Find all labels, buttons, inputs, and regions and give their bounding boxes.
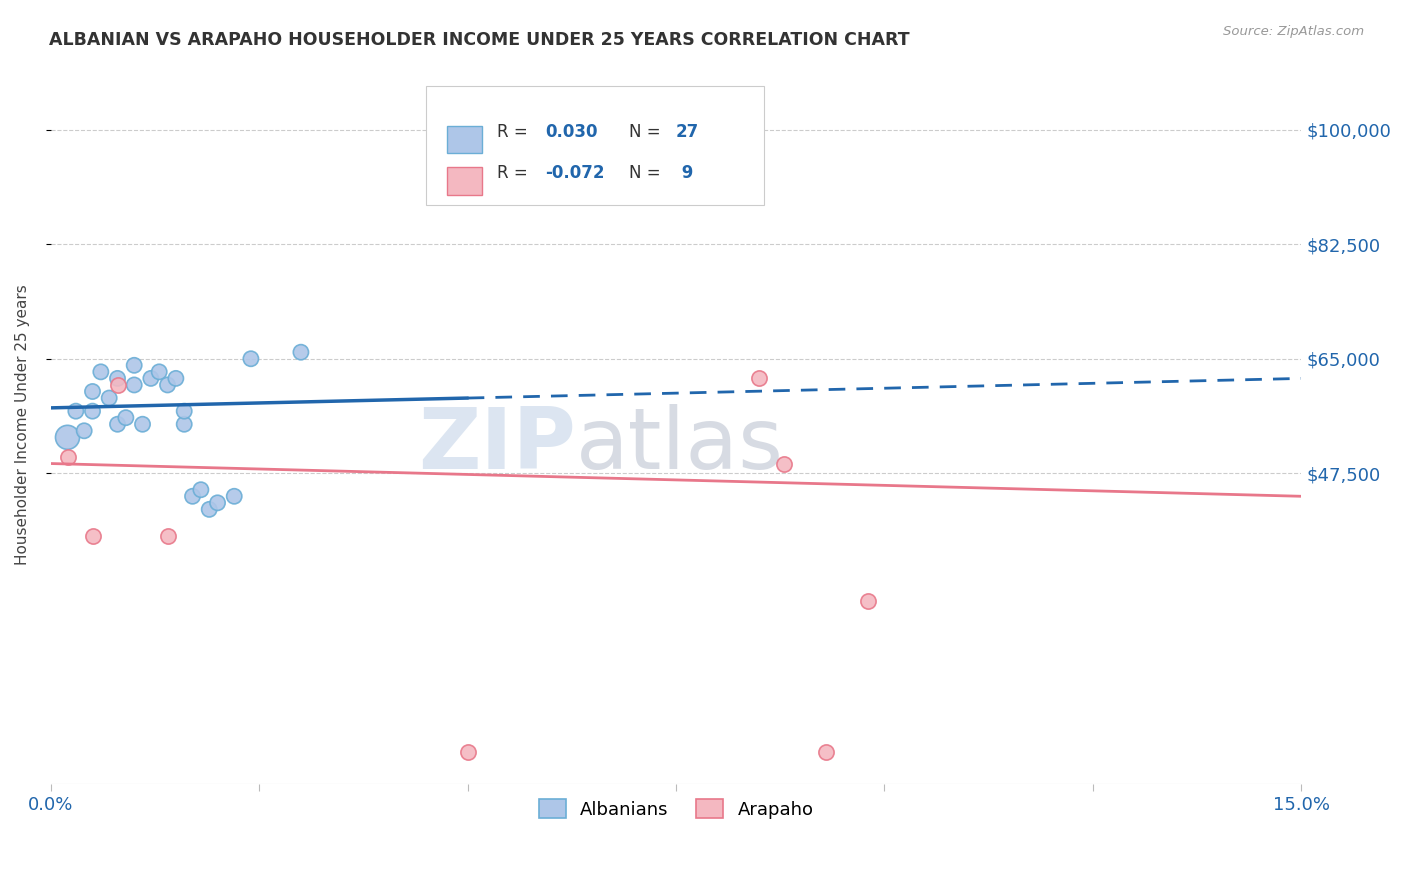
Point: [82, 384, 104, 399]
Point: [90, 365, 112, 379]
Point: [107, 371, 129, 385]
Text: -0.072: -0.072: [544, 164, 605, 182]
Point: [98, 391, 121, 405]
Point: [773, 457, 796, 471]
FancyBboxPatch shape: [426, 86, 763, 204]
Point: [107, 378, 129, 392]
Point: [432, 175, 454, 189]
Point: [115, 410, 138, 425]
Point: [181, 489, 204, 503]
Point: [156, 528, 179, 542]
Text: R =: R =: [498, 164, 533, 182]
Text: ZIP: ZIP: [418, 404, 576, 487]
Point: [82, 404, 104, 418]
Point: [156, 378, 179, 392]
Point: [82, 528, 104, 542]
Point: [73, 424, 96, 438]
Text: Source: ZipAtlas.com: Source: ZipAtlas.com: [1223, 25, 1364, 38]
Point: [748, 371, 770, 385]
Text: ALBANIAN VS ARAPAHO HOUSEHOLDER INCOME UNDER 25 YEARS CORRELATION CHART: ALBANIAN VS ARAPAHO HOUSEHOLDER INCOME U…: [49, 31, 910, 49]
Text: N =: N =: [628, 123, 665, 141]
Point: [290, 345, 312, 359]
Point: [457, 745, 479, 759]
Point: [148, 365, 170, 379]
Point: [207, 496, 229, 510]
Point: [173, 417, 195, 432]
Point: [131, 417, 153, 432]
Text: N =: N =: [628, 164, 665, 182]
Text: R =: R =: [498, 123, 533, 141]
FancyBboxPatch shape: [447, 126, 482, 153]
Point: [239, 351, 262, 366]
Text: 27: 27: [676, 123, 699, 141]
Point: [173, 404, 195, 418]
Point: [190, 483, 212, 497]
Point: [56, 430, 79, 444]
Point: [198, 502, 221, 516]
Point: [139, 371, 162, 385]
Point: [122, 359, 145, 373]
Text: atlas: atlas: [576, 404, 785, 487]
Point: [107, 417, 129, 432]
Point: [165, 371, 187, 385]
Legend: Albanians, Arapaho: Albanians, Arapaho: [531, 792, 821, 826]
Text: 0.030: 0.030: [544, 123, 598, 141]
Point: [65, 404, 87, 418]
Point: [224, 489, 246, 503]
Point: [856, 594, 879, 608]
FancyBboxPatch shape: [447, 167, 482, 194]
Point: [122, 378, 145, 392]
Y-axis label: Householder Income Under 25 years: Householder Income Under 25 years: [15, 284, 30, 565]
Text: 9: 9: [676, 164, 693, 182]
Point: [815, 745, 838, 759]
Point: [56, 450, 79, 464]
